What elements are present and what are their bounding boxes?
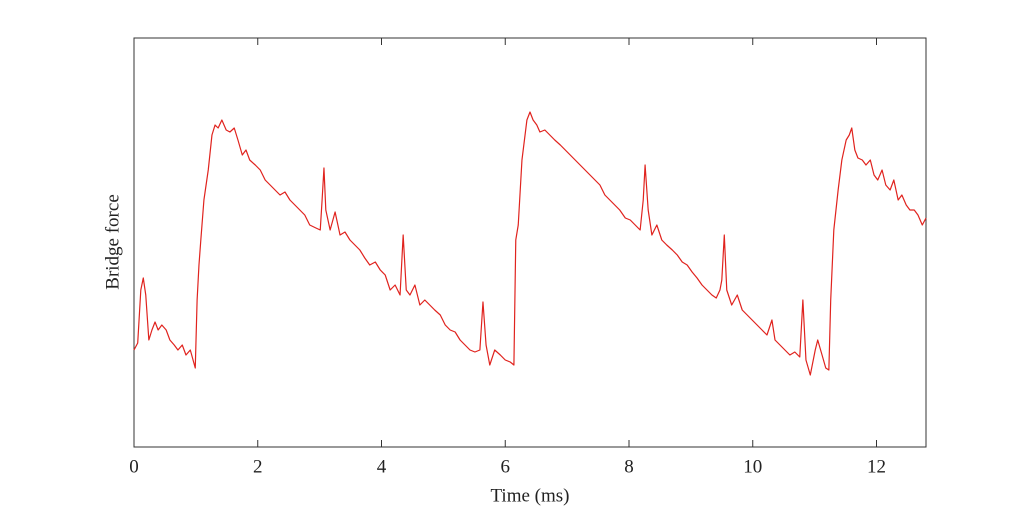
x-tick-label: 4	[377, 456, 387, 477]
x-axis-label: Time (ms)	[490, 485, 569, 506]
x-tick-label: 6	[501, 456, 511, 477]
data-line	[133, 111, 927, 376]
x-tick-label: 0	[129, 456, 139, 477]
plot-frame	[133, 37, 927, 448]
x-tick-label: 12	[867, 456, 886, 477]
x-tick-label: 8	[624, 456, 634, 477]
x-tick-label: 2	[253, 456, 263, 477]
x-tick-label: 10	[743, 456, 762, 477]
y-axis-label: Bridge force	[102, 194, 123, 289]
